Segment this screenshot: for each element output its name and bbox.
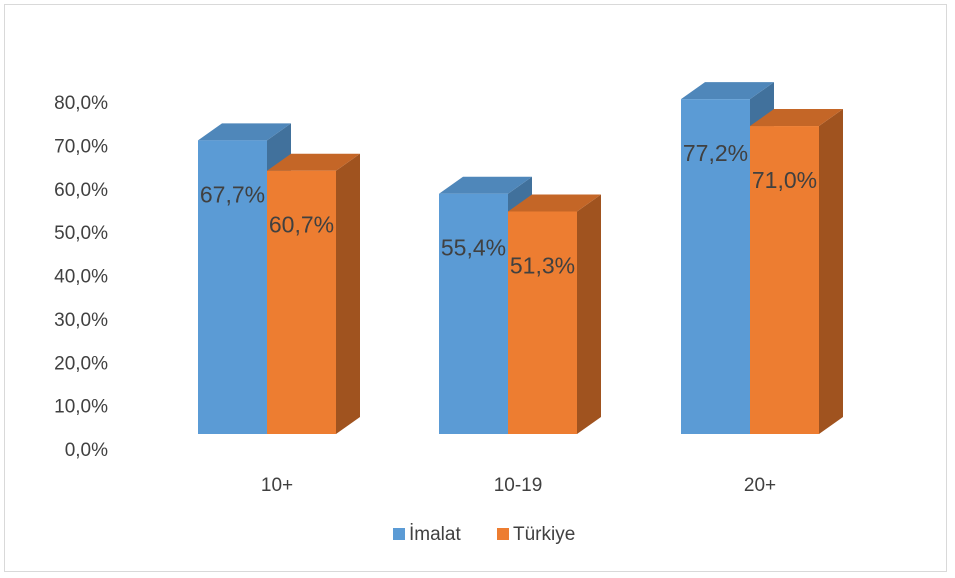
bar-top-face (750, 109, 843, 127)
bar-front-face (198, 140, 267, 434)
y-tick-label: 50,0% (54, 223, 108, 244)
y-tick-label: 60,0% (54, 180, 108, 201)
bars-group (198, 82, 843, 435)
y-axis: 0,0% 10,0% 20,0% 30,0% 40,0% 50,0% 60,0% 70,0% 8… (54, 93, 108, 461)
legend-swatch (393, 528, 405, 540)
bar-top-face (681, 82, 774, 100)
bar-side-face (819, 109, 843, 434)
chart-frame: 0,0% 10,0% 20,0% 30,0% 40,0% 50,0% 60,0% 70,0% 8… (4, 4, 947, 572)
y-tick-label: 20,0% (54, 353, 108, 374)
y-tick-label: 10,0% (54, 397, 108, 418)
y-tick-label: 70,0% (54, 136, 108, 157)
bar-top-face (267, 153, 360, 171)
bar-front-face (681, 99, 750, 435)
bar-side-face (336, 153, 360, 434)
data-labels-group: 67,7%60,7% 55,4%51,3% 77,2%71,0% (200, 140, 817, 278)
data-label: 77,2% (683, 140, 748, 166)
bar-top-face (198, 123, 291, 141)
legend-label: Türkiye (513, 524, 575, 545)
x-category-label: 10+ (261, 475, 293, 496)
y-tick-label: 30,0% (54, 310, 108, 331)
legend-swatch (497, 528, 509, 540)
data-label: 67,7% (200, 181, 265, 207)
data-label: 51,3% (510, 252, 575, 278)
x-axis: 10+ 10-19 20+ (261, 475, 776, 496)
x-category-label: 10-19 (494, 475, 543, 496)
data-label: 71,0% (752, 167, 817, 193)
bar-turkiye-1 (508, 194, 601, 434)
bar-turkiye-2 (750, 109, 843, 434)
y-tick-label: 80,0% (54, 93, 108, 114)
legend-label: İmalat (409, 524, 461, 545)
data-label: 55,4% (441, 235, 506, 261)
y-tick-label: 40,0% (54, 267, 108, 288)
bar-side-face (577, 194, 601, 434)
legend: İmalat Türkiye (393, 524, 575, 545)
legend-item-turkiye: Türkiye (497, 524, 575, 545)
bar-top-face (508, 194, 601, 212)
x-category-label: 20+ (744, 475, 776, 496)
y-tick-label: 0,0% (65, 440, 108, 461)
legend-item-imalat: İmalat (393, 524, 461, 545)
data-label: 60,7% (269, 212, 334, 238)
bar-front-face (508, 211, 577, 434)
bar-chart: 0,0% 10,0% 20,0% 30,0% 40,0% 50,0% 60,0% 70,0% 8… (54, 82, 843, 545)
bar-top-face (439, 176, 532, 194)
bar-front-face (750, 126, 819, 434)
bar-front-face (267, 170, 336, 434)
bar-turkiye-0 (267, 153, 360, 434)
bar-front-face (439, 193, 508, 434)
